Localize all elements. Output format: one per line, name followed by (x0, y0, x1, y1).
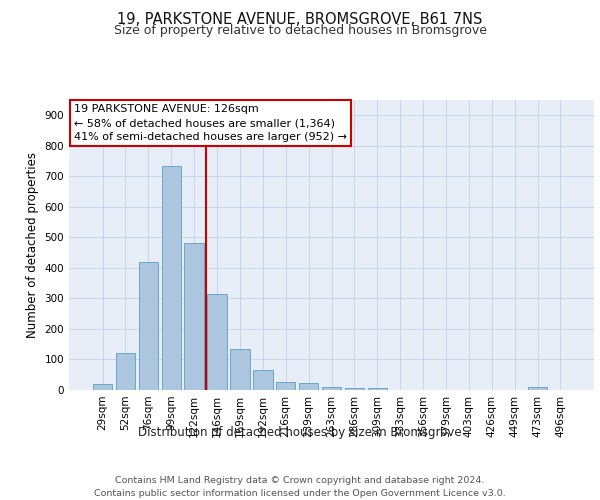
Bar (184, 244, 204, 390)
Bar (322, 386, 341, 390)
Bar (139, 262, 158, 390)
Bar (528, 387, 547, 390)
Text: 19 PARKSTONE AVENUE: 126sqm
← 58% of detached houses are smaller (1,364)
41% of : 19 PARKSTONE AVENUE: 126sqm ← 58% of det… (74, 104, 347, 142)
Bar (230, 350, 250, 390)
Bar (299, 384, 319, 390)
Text: Distribution of detached houses by size in Bromsgrove: Distribution of detached houses by size … (138, 426, 462, 439)
Bar (368, 388, 387, 390)
Bar (161, 166, 181, 390)
Bar (93, 384, 112, 390)
Bar (344, 388, 364, 390)
Bar (253, 370, 272, 390)
Bar (116, 353, 135, 390)
Text: Contains HM Land Registry data © Crown copyright and database right 2024.
Contai: Contains HM Land Registry data © Crown c… (94, 476, 506, 498)
Y-axis label: Number of detached properties: Number of detached properties (26, 152, 39, 338)
Text: 19, PARKSTONE AVENUE, BROMSGROVE, B61 7NS: 19, PARKSTONE AVENUE, BROMSGROVE, B61 7N… (118, 12, 482, 28)
Bar (276, 382, 295, 390)
Bar (208, 294, 227, 390)
Text: Size of property relative to detached houses in Bromsgrove: Size of property relative to detached ho… (113, 24, 487, 37)
